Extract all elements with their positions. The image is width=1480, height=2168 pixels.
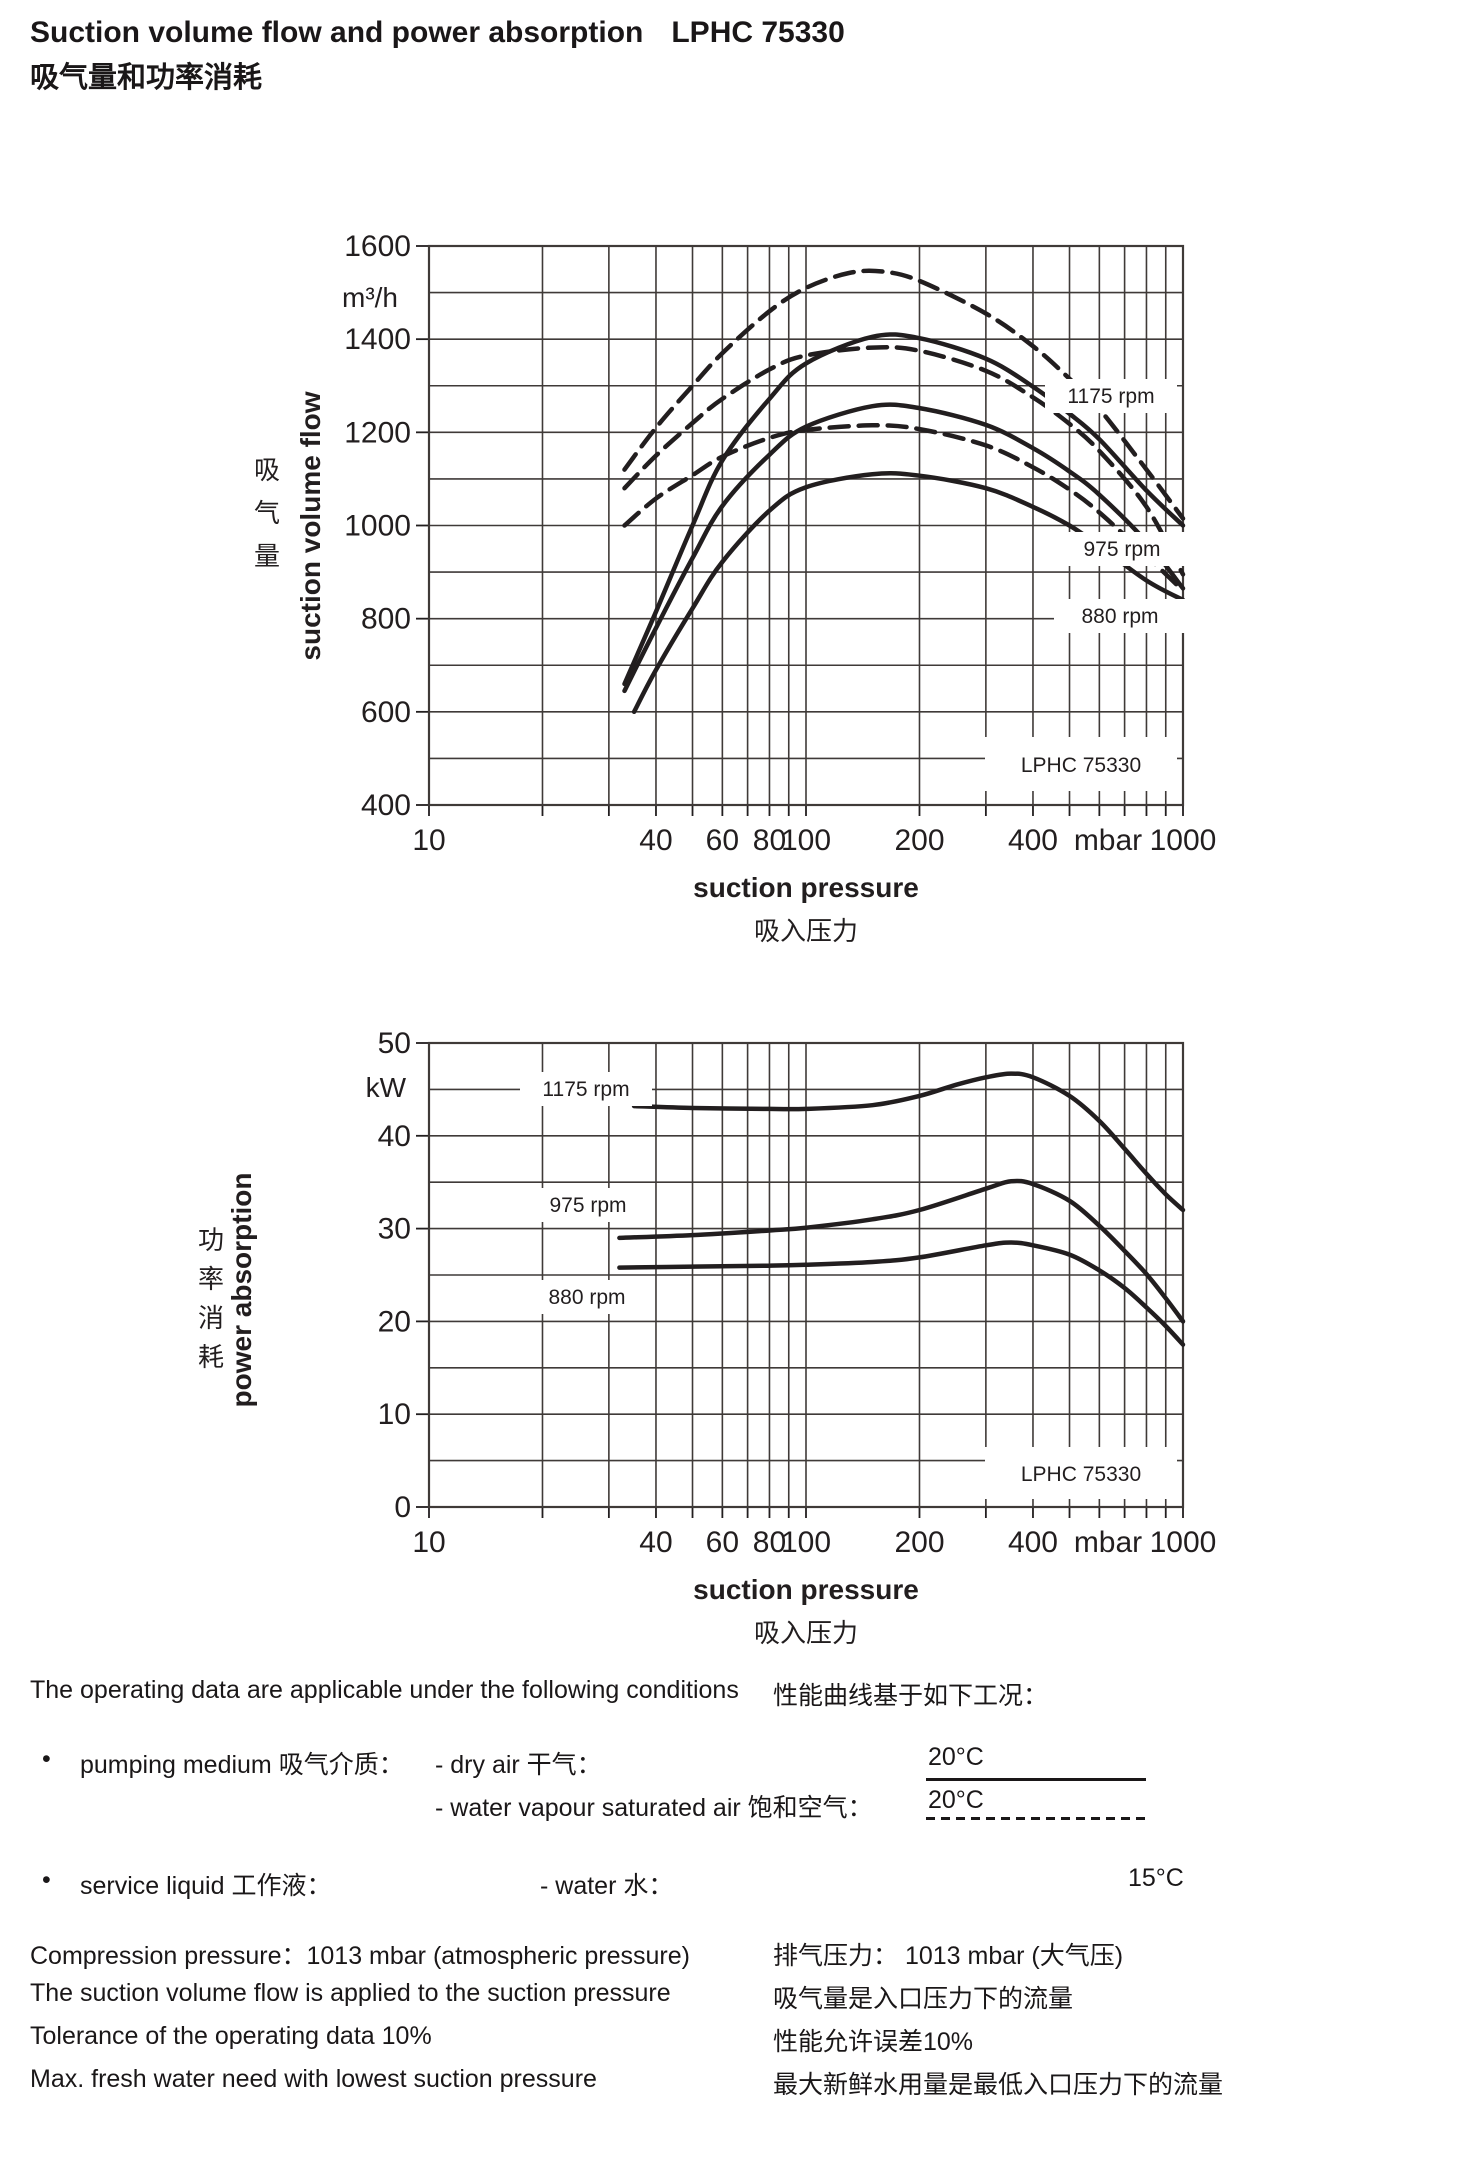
rpm-label-box (520, 1072, 652, 1106)
y-tick-label: 400 (361, 789, 411, 822)
pumping-medium-label: pumping medium 吸气介质： (80, 1751, 404, 1779)
rpm-label: 1175 rpm (542, 1078, 629, 1101)
note-flow-en: The suction volume flow is applied to th… (30, 1979, 671, 2007)
y-tick-label: 800 (361, 603, 411, 636)
x-axis-title-cn: 吸入压力 (754, 1618, 858, 1648)
y-tick-label: 0 (394, 1491, 411, 1524)
saturated-air-line-style (926, 1817, 1146, 1820)
curve-975rpm-dashed (622, 344, 1186, 577)
rpm-label-box (521, 1280, 653, 1314)
y-tick-label: 600 (361, 696, 411, 729)
curve-975rpm-solid (622, 402, 1186, 694)
y-axis-title-cn: 量 (254, 541, 280, 571)
rpm-label: 1175 rpm (1067, 385, 1154, 408)
x-tick-label: 60 (706, 824, 739, 857)
y-axis-title: power absorption (226, 1173, 257, 1408)
note-flow-cn: 吸气量是入口压力下的流量 (773, 1985, 1074, 2013)
x-tick-label: 400 (1008, 824, 1058, 857)
x-tick-label: 100 (781, 1526, 831, 1559)
conditions-intro-en: The operating data are applicable under … (30, 1676, 739, 1704)
x-tick-label: 40 (639, 824, 672, 857)
saturated-air-label: - water vapour saturated air 饱和空气： (435, 1794, 873, 1822)
x-tick-label: 200 (894, 824, 944, 857)
x-axis-unit: mbar (1074, 824, 1142, 857)
x-axis-title: suction pressure (693, 1574, 919, 1605)
x-tick-label: 100 (781, 824, 831, 857)
x-tick-label: 1000 (1150, 824, 1217, 857)
model-box (985, 1447, 1177, 1499)
y-axis-title-cn: 功 (198, 1225, 224, 1255)
saturated-air-temp: 20°C (928, 1786, 984, 1814)
x-tick-label: 200 (894, 1526, 944, 1559)
y-tick-label: 1400 (344, 323, 411, 356)
y-tick-label: 40 (378, 1120, 411, 1153)
page-title-en: Suction volume flow and power absorption (30, 16, 644, 49)
y-tick-label: 1600 (344, 230, 411, 263)
y-tick-label: 50 (378, 1027, 411, 1060)
dry-air-line-style (926, 1778, 1146, 1781)
y-tick-label: 1000 (344, 510, 411, 543)
note-tolerance-cn: 性能允许误差10% (773, 2028, 974, 2056)
bullet-icon: • (42, 1745, 51, 1773)
y-axis-title-cn: 吸 (254, 455, 280, 485)
note-freshwater-cn: 最大新鲜水用量是最低入口压力下的流量 (773, 2071, 1224, 2099)
y-tick-label: 30 (378, 1213, 411, 1246)
service-liquid-label: service liquid 工作液： (80, 1872, 332, 1900)
y-axis-title: suction volume flow (295, 391, 326, 660)
y-axis-title-cn: 耗 (198, 1342, 224, 1372)
rpm-label-box (1056, 532, 1188, 566)
model-box (985, 737, 1177, 791)
model-box-label: LPHC 75330 (1021, 754, 1141, 777)
curve-975rpm-solid (617, 1178, 1186, 1324)
x-tick-label: 40 (639, 1526, 672, 1559)
x-tick-label: 400 (1008, 1526, 1058, 1559)
bullet-icon: • (42, 1866, 51, 1894)
y-axis-title-cn: 消 (198, 1303, 224, 1333)
dry-air-temp: 20°C (928, 1743, 984, 1771)
water-label: - water 水： (540, 1872, 674, 1900)
curve-1175rpm-solid (631, 1071, 1186, 1213)
model-box-label: LPHC 75330 (1021, 1463, 1141, 1486)
page-title-model: LPHC 75330 (671, 16, 845, 49)
x-axis-title: suction pressure (693, 872, 919, 903)
y-axis-unit: kW (366, 1072, 407, 1103)
x-tick-label: 1000 (1150, 1526, 1217, 1559)
water-temp: 15°C (1128, 1864, 1184, 1892)
curve-880rpm-solid (617, 1240, 1186, 1347)
x-tick-label: 60 (706, 1526, 739, 1559)
y-axis-title-cn: 率 (198, 1264, 224, 1294)
note-tolerance-en: Tolerance of the operating data 10% (30, 2022, 432, 2050)
y-tick-label: 20 (378, 1305, 411, 1338)
x-tick-label: 80 (753, 824, 786, 857)
page-title-cn: 吸气量和功率消耗 (30, 62, 263, 94)
x-tick-label: 10 (412, 1526, 445, 1559)
plot-frame (427, 1041, 1185, 1509)
x-axis-unit: mbar (1074, 1526, 1142, 1559)
dry-air-label: - dry air 干气： (435, 1751, 602, 1779)
rpm-label-box (522, 1188, 654, 1222)
y-tick-label: 1200 (344, 416, 411, 449)
conditions-intro-cn: 性能曲线基于如下工况： (773, 1682, 1049, 1710)
x-tick-label: 80 (753, 1526, 786, 1559)
note-compression-en: Compression pressure：1013 mbar (atmosphe… (30, 1942, 690, 1970)
rpm-label: 975 rpm (1083, 538, 1160, 561)
rpm-label: 880 rpm (1081, 605, 1158, 628)
page-title: Suction volume flow and power absorption… (30, 16, 845, 50)
rpm-label-box (1045, 379, 1177, 413)
x-axis-title-cn: 吸入压力 (754, 916, 858, 946)
y-tick-label: 10 (378, 1398, 411, 1431)
note-compression-cn: 排气压力： 1013 mbar (大气压) (773, 1942, 1124, 1970)
curve-1175rpm-solid (622, 332, 1186, 687)
rpm-label: 975 rpm (549, 1194, 626, 1217)
curve-880rpm-dashed (622, 423, 1186, 593)
curve-880rpm-solid (631, 470, 1186, 715)
y-axis-unit: m³/h (342, 282, 398, 313)
rpm-label: 880 rpm (548, 1286, 625, 1309)
note-freshwater-en: Max. fresh water need with lowest suctio… (30, 2065, 597, 2093)
y-axis-title-cn: 气 (254, 498, 280, 528)
x-tick-label: 10 (412, 824, 445, 857)
rpm-label-box (1054, 599, 1186, 633)
